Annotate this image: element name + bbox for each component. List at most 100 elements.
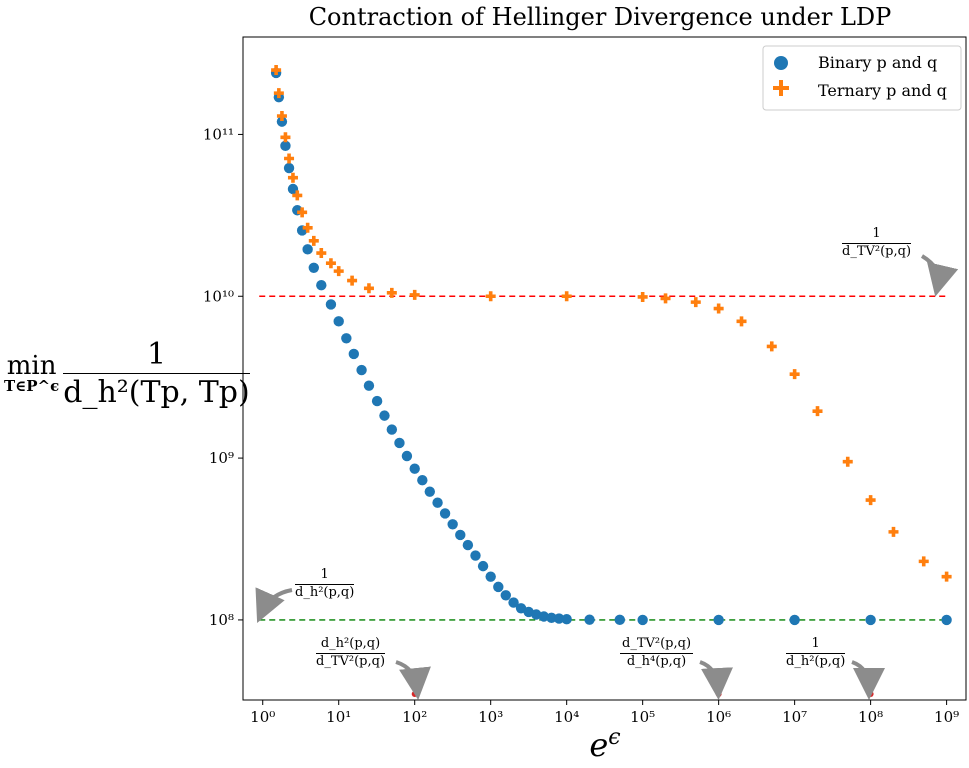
legend-label-binary: Binary p and q — [818, 53, 937, 72]
data-point — [553, 613, 565, 624]
data-point — [736, 316, 747, 327]
y-tick-label: 10¹¹ — [203, 125, 234, 143]
data-point — [401, 450, 413, 462]
data-point — [713, 303, 724, 314]
annotation-h: 1 d_h²(p,q) — [295, 567, 355, 600]
series-ternary — [271, 65, 952, 582]
plot-frame — [242, 36, 967, 701]
data-point — [561, 291, 572, 302]
legend-label-ternary: Ternary p and q — [818, 81, 947, 100]
data-point — [865, 495, 876, 506]
x-tick-label: 10⁰ — [250, 708, 275, 726]
data-point — [386, 424, 398, 435]
data-point — [789, 369, 800, 380]
data-point — [584, 614, 595, 625]
data-point — [316, 248, 327, 259]
data-point — [297, 207, 308, 218]
data-point — [386, 287, 397, 298]
annotation-arrow — [255, 587, 293, 623]
data-point — [284, 153, 295, 164]
data-point — [941, 571, 952, 582]
marked-point — [411, 691, 418, 697]
legend: Binary p and q Ternary p and q — [762, 45, 962, 111]
data-point — [477, 560, 489, 572]
data-point — [462, 539, 474, 551]
x-tick-label: 10⁷ — [782, 708, 807, 726]
x-tick-label: 10¹ — [326, 708, 351, 726]
y-tick-label: 10¹⁰ — [203, 287, 234, 305]
data-point — [660, 293, 671, 304]
y-tick-label: 10⁸ — [209, 611, 234, 629]
y-label-operator: min — [6, 351, 57, 381]
data-point — [302, 222, 313, 233]
data-point — [348, 348, 360, 360]
data-point — [280, 132, 291, 143]
data-point — [614, 614, 625, 626]
data-point — [842, 456, 853, 467]
data-point — [888, 526, 899, 537]
annotation-arrow — [395, 660, 431, 700]
data-point — [432, 497, 443, 508]
data-point — [500, 590, 511, 601]
data-point — [371, 395, 383, 407]
annotation-tv: 1 d_TV²(p,q) — [842, 226, 912, 259]
data-point — [409, 289, 420, 300]
data-point — [325, 299, 337, 310]
data-point — [713, 614, 724, 626]
x-axis-label: eϵ — [589, 725, 620, 764]
data-point — [637, 291, 648, 302]
data-point — [690, 297, 701, 308]
data-point — [455, 529, 466, 541]
data-point — [333, 266, 344, 277]
y-tick-label: 10⁹ — [209, 449, 234, 467]
data-point — [470, 550, 481, 561]
data-point — [325, 258, 336, 269]
x-tick-label: 10³ — [478, 708, 503, 726]
data-point — [439, 508, 451, 519]
data-point — [287, 172, 298, 183]
data-point — [485, 571, 496, 582]
data-point — [356, 364, 367, 376]
x-tick-label: 10⁴ — [554, 708, 579, 726]
data-point — [424, 486, 435, 497]
data-point — [394, 437, 405, 449]
data-point — [341, 333, 352, 344]
data-point — [302, 244, 313, 255]
data-point — [941, 614, 952, 626]
data-point — [316, 280, 327, 291]
series-binary — [270, 67, 952, 626]
annotation-h-over-tv: d_h²(p,q) d_TV²(p,q) — [316, 636, 386, 669]
x-tick-label: 10² — [402, 708, 427, 726]
data-point — [363, 380, 375, 391]
data-point — [292, 190, 303, 201]
data-point — [409, 463, 420, 474]
data-point — [493, 581, 504, 593]
chart-title: Contraction of Hellinger Divergence unde… — [309, 3, 892, 31]
annotation-arrow — [920, 254, 959, 297]
data-point — [485, 291, 496, 302]
x-tick-label: 10⁹ — [934, 708, 959, 726]
annotation-arrow — [699, 660, 733, 700]
data-point — [561, 614, 572, 625]
y-axis-label: min T∈P^ϵ 1 d_h²(Tp, Tp) — [4, 338, 250, 409]
data-point — [308, 262, 319, 273]
data-point — [273, 88, 284, 99]
data-point — [280, 140, 291, 152]
data-point — [276, 110, 287, 121]
annotation-tv-over-h4: d_TV²(p,q) d_h⁴(p,q) — [620, 636, 694, 669]
data-point — [865, 614, 876, 626]
data-point — [766, 341, 777, 352]
data-point — [271, 65, 282, 76]
annotation-arrow — [851, 660, 885, 700]
data-point — [379, 410, 390, 421]
data-point — [508, 597, 519, 608]
data-point — [918, 556, 929, 567]
x-tick-label: 10⁵ — [630, 708, 655, 726]
data-point — [546, 612, 557, 624]
data-point — [276, 116, 288, 127]
data-point — [308, 235, 319, 246]
y-label-denominator: d_h²(Tp, Tp) — [63, 375, 250, 410]
x-tick-label: 10⁸ — [858, 708, 883, 726]
data-point — [347, 275, 358, 286]
data-point — [417, 475, 428, 486]
